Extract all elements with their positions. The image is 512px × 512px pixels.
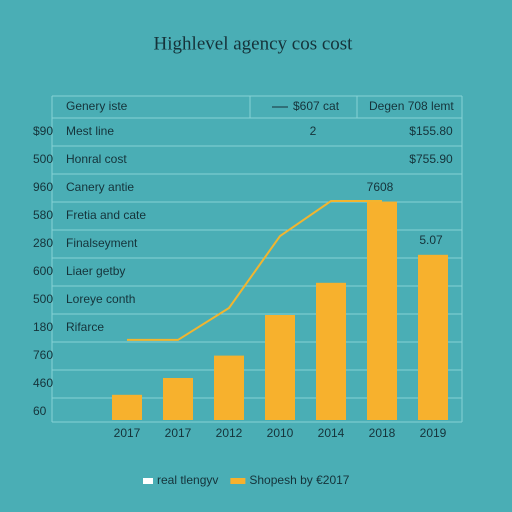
side-value: $755.90 (409, 152, 453, 166)
y-tick-label: 460 (33, 376, 53, 390)
bar (112, 394, 142, 420)
legend-label: Shopesh by €2017 (249, 473, 349, 487)
y-tick-label: 180 (33, 320, 53, 334)
chart-title: Highlevel agency cos cost (154, 33, 354, 54)
row-label: Fretia and cate (66, 208, 146, 222)
legend-swatch (143, 478, 153, 484)
x-tick-label: 2012 (216, 426, 243, 440)
y-tick-label: 580 (33, 208, 53, 222)
row-label: Loreye conth (66, 292, 135, 306)
row-label: Liaer getby (66, 264, 125, 278)
bar (367, 201, 397, 420)
header-text: Genery iste (66, 99, 128, 113)
x-tick-label: 2018 (369, 426, 396, 440)
header-text: Degen 708 lemt (369, 99, 454, 113)
row-label: Mest line (66, 124, 114, 138)
x-tick-label: 2014 (318, 426, 345, 440)
line (127, 200, 382, 341)
x-tick-label: 2019 (420, 426, 447, 440)
bar (418, 254, 448, 420)
side-value: $155.80 (409, 124, 453, 138)
y-tick-label: 500 (33, 152, 53, 166)
row-label: Honral cost (66, 152, 127, 166)
legend-label: real tlengyv (157, 473, 218, 487)
y-tick-label: 500 (33, 292, 53, 306)
bar (163, 378, 193, 420)
bar (214, 355, 244, 420)
y-tick-label: 960 (33, 180, 53, 194)
x-tick-label: 2017 (114, 426, 141, 440)
annotation: 7608 (367, 180, 394, 194)
header-text: $607 cat (293, 99, 340, 113)
bar (265, 315, 295, 420)
y-tick-label: 280 (33, 236, 53, 250)
y-tick-label: $90 (33, 124, 53, 138)
y-tick-label: 600 (33, 264, 53, 278)
annotation: 5.07 (419, 233, 443, 247)
x-tick-label: 2017 (165, 426, 192, 440)
x-tick-label: 2010 (267, 426, 294, 440)
row-label: Finalseyment (66, 236, 138, 250)
legend-swatch (230, 478, 246, 484)
side-value: 2 (310, 124, 317, 138)
y-tick-label: 760 (33, 348, 53, 362)
row-label: Canery antie (66, 180, 134, 194)
bar (316, 282, 346, 420)
y-tick-label: 60 (33, 404, 47, 418)
row-label: Rifarce (66, 320, 104, 334)
